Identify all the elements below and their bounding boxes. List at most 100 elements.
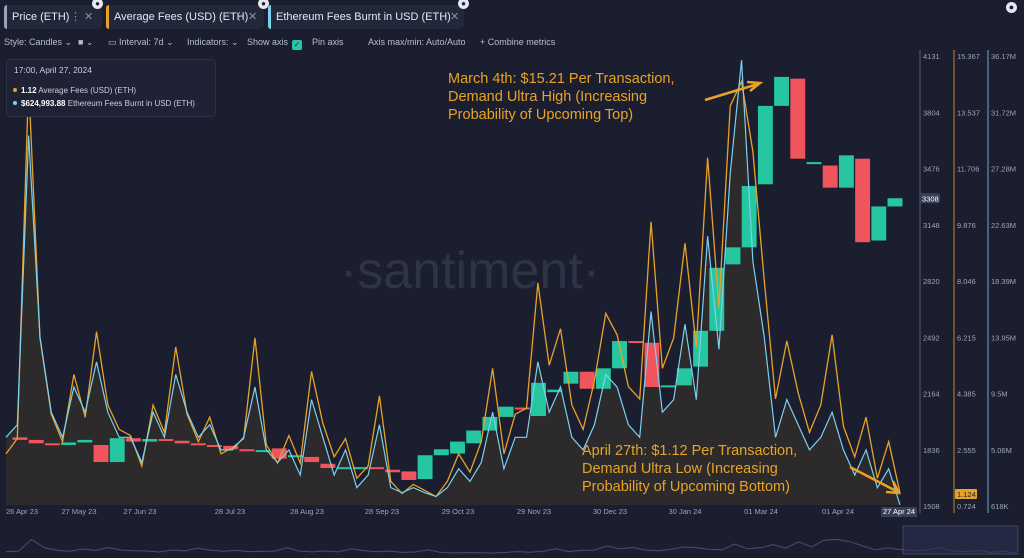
- candle: [433, 449, 449, 456]
- pin-icon[interactable]: ●: [92, 0, 103, 9]
- checkbox-checked-icon[interactable]: ✓: [292, 40, 303, 50]
- indicators-dropdown[interactable]: Indicators: ⌄: [187, 37, 239, 47]
- candle: [450, 441, 465, 454]
- fees-area-fill: [6, 60, 900, 505]
- candle: [336, 467, 352, 470]
- tooltip-fees-label: Average Fees (USD) (ETH): [38, 86, 137, 95]
- axis-maxmin-dropdown[interactable]: Axis max/min: Auto/Auto: [368, 37, 466, 47]
- burn-axis-tick-label: 5.06M: [991, 446, 1012, 455]
- fees-axis-tick-label: 8.046: [957, 277, 976, 286]
- candle: [109, 438, 125, 463]
- fees-dot-icon: [13, 88, 17, 92]
- interval-label: Interval: 7d: [119, 37, 164, 47]
- x-tick-label: 28 Sep 23: [365, 507, 399, 516]
- kebab-icon[interactable]: ⋮: [234, 11, 245, 23]
- candle: [158, 439, 174, 442]
- candle: [304, 456, 320, 463]
- close-icon[interactable]: ✕: [248, 11, 258, 23]
- price-axis-tick-label: 2492: [923, 333, 940, 342]
- santiment-watermark: ·santiment·: [340, 242, 600, 300]
- candle: [579, 371, 595, 389]
- show-axis-label: Show axis: [247, 37, 289, 47]
- color-picker-button[interactable]: ■ ⌄: [78, 37, 94, 47]
- tab-fees-color-bar: [106, 5, 109, 29]
- x-tick-label: 28 Jul 23: [215, 507, 245, 516]
- burn-axis-tick-label: 13.95M: [991, 333, 1016, 342]
- candle: [838, 155, 854, 188]
- candle: [61, 442, 77, 446]
- axis-maxmin-label: Axis max/min: Auto/Auto: [368, 37, 466, 47]
- style-dropdown[interactable]: Style: Candles ⌄: [4, 37, 73, 47]
- tab-burn-color-bar: [268, 5, 271, 29]
- burn-axis-tick-label: 618K: [991, 502, 1009, 511]
- style-label: Style: Candles: [4, 37, 63, 47]
- fees-axis-tick-label: 2.555: [957, 446, 976, 455]
- candle: [725, 247, 741, 265]
- candle: [531, 382, 546, 417]
- pin-axis-label: Pin axis: [312, 37, 344, 47]
- interval-dropdown[interactable]: ▭ Interval: 7d ⌄: [108, 37, 174, 47]
- candle: [320, 463, 336, 469]
- candle: [369, 467, 384, 470]
- current-fees-badge: [955, 489, 977, 499]
- tooltip-burn-row: $624,993.88 Ethereum Fees Burnt in USD (…: [13, 99, 195, 108]
- close-icon[interactable]: ✕: [450, 11, 460, 23]
- x-tick-label: 27 Jun 23: [124, 507, 157, 516]
- tab-price-color-bar: [4, 5, 7, 29]
- close-icon[interactable]: ✕: [84, 11, 94, 23]
- current-date-badge: [881, 507, 917, 517]
- combine-metrics-label: Combine metrics: [487, 37, 556, 47]
- fees-axis-tick-label: 0.724: [957, 502, 976, 511]
- price-fees-chart[interactable]: ·santiment· 4131 3804 3476 3148 2820 2492 2164…: [0, 38, 1024, 558]
- candle: [288, 455, 303, 458]
- calendar-icon: ▭: [108, 37, 117, 47]
- navigator-selection-handle[interactable]: [902, 525, 1019, 555]
- candle: [12, 437, 28, 440]
- burn-axis-tick-label: 36.17M: [991, 52, 1016, 61]
- candle: [595, 368, 611, 389]
- x-tick-label: 27 Apr 24: [883, 507, 915, 516]
- price-axis-tick-label: 1836: [923, 446, 940, 455]
- current-price-label: 3308: [922, 194, 939, 203]
- candle: [174, 440, 190, 444]
- candle: [206, 445, 222, 448]
- candle: [547, 389, 563, 393]
- kebab-icon[interactable]: ⋮: [436, 11, 447, 23]
- pin-icon[interactable]: ●: [258, 0, 269, 9]
- annotation-line: Probability of Upcoming Bottom): [582, 479, 790, 495]
- current-fees-label: 1.124: [957, 490, 976, 499]
- candle: [563, 371, 579, 384]
- burn-axis-tick-label: 27.28M: [991, 165, 1016, 174]
- pin-axis-toggle[interactable]: Pin axis: [312, 37, 344, 47]
- annotation-line: March 4th: $15.21 Per Transaction,: [448, 71, 675, 87]
- tooltip-fees-row: 1.12 Average Fees (USD) (ETH): [13, 86, 136, 95]
- annotation-line: Demand Ultra High (Increasing: [448, 89, 648, 105]
- tab-average-fees[interactable]: Average Fees (USD) (ETH) ⋮ ✕ ●: [106, 0, 269, 29]
- candle: [142, 439, 158, 442]
- annotation-line: April 27th: $1.12 Per Transaction,: [582, 443, 798, 459]
- x-tick-label: 29 Nov 23: [517, 507, 551, 516]
- price-axis-tick-label: 2164: [923, 390, 940, 399]
- candle: [466, 430, 482, 444]
- candle: [239, 449, 255, 452]
- tooltip-burn-value: $624,993.88: [21, 99, 66, 108]
- candle: [28, 439, 44, 444]
- kebab-icon[interactable]: ⋮: [70, 11, 81, 23]
- price-axis-tick-label: 3148: [923, 221, 940, 230]
- tab-fees-burnt[interactable]: Ethereum Fees Burnt in USD (ETH) ⋮ ✕ ●: [268, 0, 469, 29]
- candle: [498, 406, 514, 417]
- arrow-icon: [849, 465, 902, 495]
- pin-icon[interactable]: ●: [1006, 2, 1017, 13]
- burn-axis-tick-label: 18.39M: [991, 277, 1016, 286]
- x-tick-label: 01 Apr 24: [822, 507, 854, 516]
- show-axis-toggle[interactable]: Show axis ✓: [247, 37, 303, 50]
- fees-axis-tick-label: 9.876: [957, 221, 976, 230]
- pin-icon[interactable]: ●: [458, 0, 469, 9]
- candle: [790, 78, 806, 159]
- chart-toolbar: Style: Candles ⌄ ■ ⌄ ▭ Interval: 7d ⌄ In…: [0, 34, 1024, 52]
- tooltip-date: 17:00, April 27, 2024: [14, 65, 92, 75]
- tab-burn-label: Ethereum Fees Burnt in USD (ETH): [276, 11, 451, 23]
- combine-metrics-button[interactable]: + Combine metrics: [480, 37, 555, 47]
- tab-price[interactable]: Price (ETH) ⋮ ✕ ●: [4, 0, 103, 29]
- x-tick-label: 26 Apr 23: [6, 507, 38, 516]
